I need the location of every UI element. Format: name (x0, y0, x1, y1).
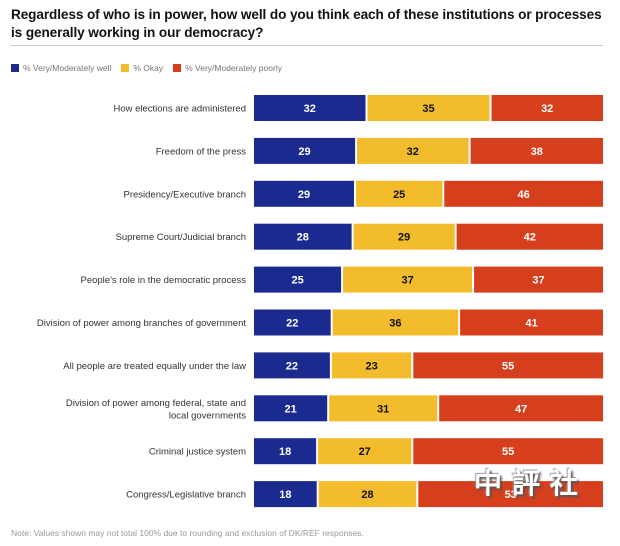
data-label: 28 (361, 489, 373, 501)
data-label: 21 (284, 403, 296, 415)
data-label: 25 (393, 189, 405, 201)
bar-segment-very-moderately-poorly (460, 309, 603, 336)
bar-segment-very-moderately-well (254, 481, 317, 508)
bar-row-congress-legislative-branch: Congress/Legislative branch 18 28 53 (126, 481, 603, 508)
category-label: All people are treated equally under the… (63, 361, 246, 372)
category-label: People's role in the democratic process (80, 275, 246, 286)
bar-segment-very-moderately-well (254, 309, 331, 336)
legend-swatch-poorly (173, 64, 182, 72)
data-label: 29 (298, 189, 310, 201)
data-label: 55 (502, 446, 514, 458)
category-label: Presidency/Executive branch (123, 189, 246, 200)
bar-segment-very-moderately-poorly (439, 395, 603, 422)
data-label: 37 (532, 275, 544, 287)
data-label: 42 (524, 232, 536, 244)
data-label: 23 (365, 360, 377, 372)
data-label: 25 (291, 275, 303, 287)
bar-segment-very-moderately-poorly (456, 223, 603, 250)
bar-segment-very-moderately-poorly (413, 352, 604, 379)
legend-item-poorly: % Very/Moderately poorly (173, 63, 282, 73)
legend-label-okay: % Okay (133, 63, 164, 73)
data-label: 29 (298, 146, 310, 158)
chart-title: Regardless of who is in power, how well … (11, 7, 602, 40)
data-label: 41 (525, 318, 537, 330)
bar-segment-okay (331, 352, 412, 379)
data-label: 32 (407, 146, 419, 158)
bar-segment-very-moderately-well (254, 352, 330, 379)
data-label: 18 (279, 446, 291, 458)
legend-label-well: % Very/Moderately well (23, 63, 112, 73)
bar-row-presidency-executive-branch: Presidency/Executive branch 29 25 46 (123, 180, 603, 207)
legend-item-well: % Very/Moderately well (11, 63, 111, 73)
category-label: How elections are administered (113, 104, 246, 115)
data-label: 22 (286, 360, 298, 372)
data-label: 53 (505, 489, 517, 501)
bar-segment-very-moderately-well (254, 266, 342, 293)
category-label: Division of power among branches of gove… (37, 318, 246, 329)
data-label: 22 (286, 318, 298, 330)
category-label: Criminal justice system (149, 447, 246, 458)
bar-segment-okay (329, 395, 438, 422)
bar-segment-okay (356, 180, 443, 207)
data-label: 47 (515, 403, 527, 415)
bar-segment-very-moderately-poorly (444, 180, 603, 207)
bar-row-how-elections-are-administered: How elections are administered 32 35 32 (113, 95, 603, 121)
bar-segment-very-moderately-well (254, 95, 366, 121)
data-label: 32 (541, 103, 553, 115)
legend: % Very/Moderately well % Okay % Very/Mod… (11, 62, 292, 74)
data-label: 38 (531, 146, 543, 158)
bar-segment-okay (318, 438, 412, 465)
bar-segment-very-moderately-well (254, 137, 356, 164)
bar-row-division-of-power-among-federal-state-and-local-governments: Division of power among federal, state a… (66, 395, 603, 422)
bar-segment-okay (367, 95, 490, 121)
legend-swatch-well (11, 64, 19, 72)
bar-segment-very-moderately-poorly (413, 438, 604, 465)
bar-segment-very-moderately-poorly (470, 137, 603, 164)
data-label: 37 (401, 275, 413, 287)
bar-segment-very-moderately-poorly (474, 266, 603, 293)
bar-segment-okay (318, 481, 417, 508)
data-label: 55 (502, 360, 514, 372)
data-label: 27 (359, 446, 371, 458)
bar-segment-okay (353, 223, 455, 250)
bar-segment-very-moderately-well (254, 223, 352, 250)
bar-row-supreme-court-judicial-branch: Supreme Court/Judicial branch 28 29 42 (116, 223, 603, 250)
footnote: Note: Values shown may not total 100% du… (11, 528, 364, 538)
data-label: 31 (377, 403, 389, 415)
category-label: Supreme Court/Judicial branch (116, 232, 246, 243)
data-label: 46 (517, 189, 529, 201)
legend-label-poorly: % Very/Moderately poorly (185, 63, 282, 73)
bar-segment-okay (343, 266, 472, 293)
category-label: Freedom of the press (156, 146, 247, 157)
legend-swatch-okay (121, 64, 130, 72)
bar-row-criminal-justice-system: Criminal justice system 18 27 55 (149, 438, 604, 465)
bar-segment-very-moderately-poorly (418, 481, 603, 508)
bar-segment-very-moderately-well (254, 395, 328, 422)
legend-item-okay: % Okay (121, 63, 163, 73)
bar-row-freedom-of-the-press: Freedom of the press 29 32 38 (156, 137, 603, 164)
title-divider (11, 45, 603, 46)
data-label: 36 (389, 318, 401, 330)
data-label: 18 (279, 489, 291, 501)
bar-segment-okay (332, 309, 459, 336)
bar-segment-very-moderately-well (254, 180, 354, 207)
category-label: Division of power among federal, state a… (66, 398, 246, 422)
data-label: 35 (422, 103, 434, 115)
data-label: 28 (297, 232, 309, 244)
bar-row-all-people-are-treated-equally-under-the-law: All people are treated equally under the… (63, 352, 604, 379)
bar-segment-very-moderately-well (254, 438, 317, 465)
bar-row-people-s-role-in-the-democratic-process: People's role in the democratic process 2… (80, 266, 603, 293)
data-label: 29 (398, 232, 410, 244)
data-label: 32 (304, 103, 316, 115)
bar-segment-okay (357, 137, 469, 164)
bar-segment-very-moderately-poorly (491, 95, 603, 121)
category-label: Congress/Legislative branch (126, 490, 246, 501)
bar-row-division-of-power-among-branches-of-government: Division of power among branches of gove… (37, 309, 603, 336)
